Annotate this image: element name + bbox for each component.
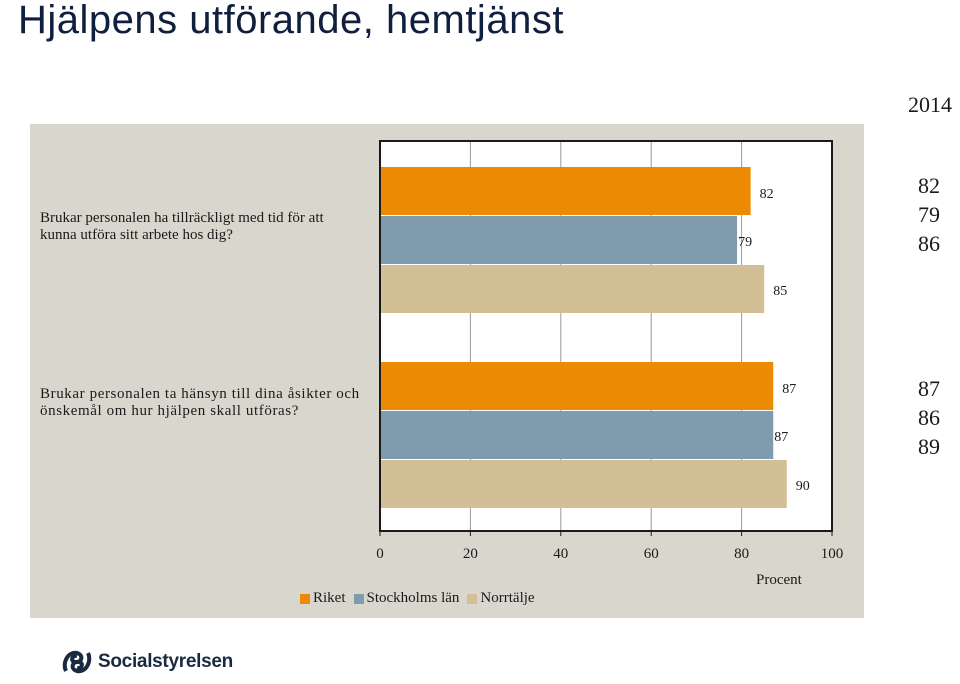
side-value: 82 [918, 173, 940, 198]
bar [380, 411, 774, 459]
legend-swatch-norrtalje [467, 593, 478, 604]
bar [380, 362, 774, 410]
data-label: 85 [773, 284, 787, 299]
logo-text: Socialstyrelsen [98, 651, 233, 672]
x-tick-label: 20 [463, 546, 478, 562]
side-values-1: 82 79 86 [906, 171, 952, 258]
data-label: 82 [760, 187, 774, 202]
socialstyrelsen-logo: Socialstyrelsen [60, 645, 233, 679]
data-label: 87 [782, 382, 796, 397]
legend-item-riket: Riket [300, 590, 346, 607]
legend: Riket Stockholms län Norrtälje [300, 590, 543, 607]
x-tick-label: 60 [644, 546, 659, 562]
legend-swatch-riket [300, 593, 310, 604]
legend-label-riket: Riket [313, 590, 346, 606]
bar [380, 216, 738, 264]
x-tick-label: 80 [734, 546, 749, 562]
side-value: 87 [918, 376, 940, 401]
side-value: 86 [918, 231, 940, 256]
side-values-2: 87 86 89 [906, 374, 952, 461]
side-value: 86 [918, 405, 940, 430]
page-title: Hjälpens utförande, hemtjänst [18, 0, 564, 42]
data-label: 79 [738, 235, 752, 250]
side-value: 79 [918, 202, 940, 227]
x-tick-label: 0 [376, 546, 384, 562]
legend-label-norrtalje: Norrtälje [480, 590, 535, 606]
x-tick-label: 40 [553, 546, 568, 562]
legend-swatch-stockholm [353, 593, 364, 604]
side-value: 89 [918, 434, 940, 459]
x-axis-title: Procent [756, 572, 802, 588]
socialstyrelsen-logo-icon [62, 650, 92, 674]
legend-label-stockholm: Stockholms län [366, 590, 460, 606]
year-label: 2014 [908, 92, 952, 117]
x-tick-label: 100 [821, 546, 844, 562]
plot-frame [379, 140, 833, 532]
bar [380, 265, 765, 313]
data-label: 87 [774, 430, 788, 445]
legend-item-norrtalje: Norrtälje [467, 590, 535, 607]
data-label: 90 [796, 479, 810, 494]
bar [380, 167, 751, 215]
bar [380, 460, 787, 508]
category-label-2: Brukar personalen ta hänsyn till dina ås… [40, 386, 360, 419]
category-label-1: Brukar personalen ha tillräckligt med ti… [40, 210, 324, 243]
legend-item-stockholm: Stockholms län [353, 590, 460, 607]
